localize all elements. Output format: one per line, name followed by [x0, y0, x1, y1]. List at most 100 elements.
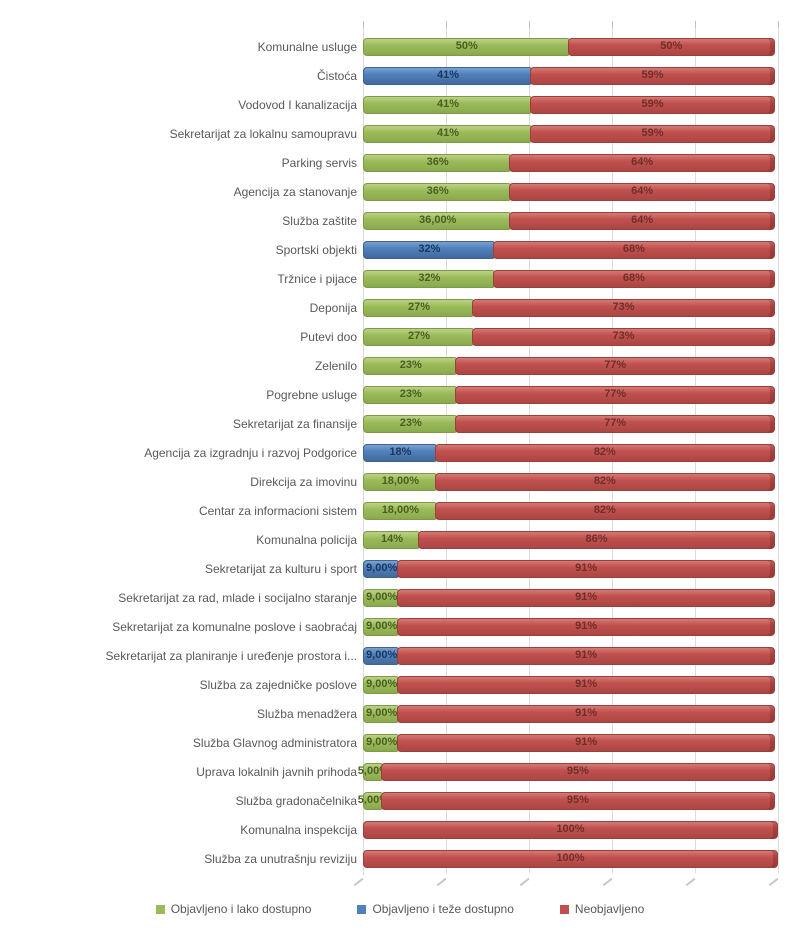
bar-value-label: 86% [585, 533, 608, 545]
bar-segment-lako: 9,00% [363, 617, 401, 636]
category-label: Služba zaštite [282, 213, 357, 228]
bar-area: 23% 77% [363, 414, 778, 433]
chart-row: Komunalne usluge 50% 50% [0, 32, 800, 61]
chart-row: Sekretarijat za kulturu i sport 9,00% 91% [0, 554, 800, 583]
bar-value-label: 82% [593, 446, 616, 458]
category-label: Uprava lokalnih javnih prihoda [196, 764, 357, 779]
category-label: Služba gradonačelnika [235, 793, 357, 808]
bar-area: 9,00% 91% [363, 675, 778, 694]
bar-area: 9,00% 91% [363, 646, 778, 665]
bar-value-label: 5,00% [357, 765, 389, 777]
bar-value-label: 9,00% [366, 591, 398, 603]
bar-segment-neobj: 64% [509, 211, 775, 230]
bar-segment-neobj: 59% [530, 95, 775, 114]
bar-segment-lako: 18,00% [363, 501, 438, 520]
chart-row: Vodovod I kanalizacija 41% 59% [0, 90, 800, 119]
bar-value-label: 91% [575, 736, 598, 748]
chart-row: Deponija 27% 73% [0, 293, 800, 322]
legend-label: Objavljeno i lako dostupno [170, 902, 312, 916]
bar-value-label: 95% [566, 794, 589, 806]
category-label: Služba za zajedničke poslove [199, 677, 357, 692]
category-label: Služba menadžera [256, 706, 357, 721]
bar-value-label: 9,00% [366, 620, 398, 632]
bar-segment-teze: 9,00% [363, 559, 401, 578]
bar-segment-neobj: 95% [380, 791, 775, 810]
chart-row: Agencija za izgradnju i razvoj Podgorice… [0, 438, 800, 467]
chart-row: Uprava lokalnih javnih prihoda 5,00% 95% [0, 757, 800, 786]
bar-area: 9,00% 91% [363, 617, 778, 636]
bar-segment-neobj: 59% [530, 124, 775, 143]
bar-value-label: 18,00% [381, 504, 419, 516]
category-label: Putevi doo [300, 329, 357, 344]
bar-value-label: 91% [575, 707, 598, 719]
bar-value-label: 77% [604, 417, 627, 429]
category-label: Sekretarijat za finansije [232, 416, 357, 431]
bar-value-label: 64% [631, 214, 654, 226]
bar-segment-teze: 32% [363, 240, 496, 259]
bar-area: 9,00% 91% [363, 588, 778, 607]
bar-segment-neobj: 91% [397, 733, 775, 752]
category-label: Služba Glavnog administratora [192, 735, 357, 750]
bar-value-label: 9,00% [366, 678, 398, 690]
bar-value-label: 32% [418, 243, 441, 255]
category-label: Agencija za izgradnju i razvoj Podgorice [144, 445, 357, 460]
bar-segment-lako: 36% [363, 153, 513, 172]
bar-segment-neobj: 68% [492, 240, 775, 259]
bar-segment-lako: 27% [363, 327, 476, 346]
category-label: Sportski objekti [275, 242, 357, 257]
chart-row: Služba za unutrašnju reviziju 100% [0, 844, 800, 873]
bar-area: 18,00% 82% [363, 472, 778, 491]
bar-value-label: 41% [437, 69, 460, 81]
bar-segment-neobj: 91% [397, 588, 775, 607]
bar-segment-neobj: 77% [455, 356, 775, 375]
bar-value-label: 9,00% [366, 562, 398, 574]
bar-segment-lako: 14% [363, 530, 422, 549]
bar-segment-lako: 41% [363, 124, 534, 143]
bar-value-label: 27% [408, 301, 431, 313]
bar-value-label: 59% [641, 127, 664, 139]
axis-tick-top [694, 21, 696, 28]
bar-area: 9,00% 91% [363, 733, 778, 752]
bar-value-label: 9,00% [366, 736, 398, 748]
chart-row: Služba Glavnog administratora 9,00% 91% [0, 728, 800, 757]
bar-value-label: 91% [575, 562, 598, 574]
bar-value-label: 23% [399, 359, 422, 371]
bar-value-label: 14% [381, 533, 404, 545]
bar-area: 18,00% 82% [363, 501, 778, 520]
bar-area: 100% [363, 849, 778, 868]
category-label: Čistoća [316, 68, 357, 83]
bar-area: 36% 64% [363, 182, 778, 201]
bar-value-label: 100% [556, 852, 585, 864]
bar-segment-lako: 50% [363, 37, 571, 56]
category-label: Direkcija za imovinu [250, 474, 357, 489]
axis-tick-bottom [685, 877, 696, 886]
bar-segment-neobj: 77% [455, 414, 775, 433]
category-label: Vodovod I kanalizacija [238, 97, 357, 112]
bar-value-label: 50% [455, 40, 478, 52]
category-label: Sekretarijat za kulturu i sport [204, 561, 357, 576]
chart-row: Sekretarijat za lokalnu samoupravu 41% 59… [0, 119, 800, 148]
bar-area: 14% 86% [363, 530, 778, 549]
bar-segment-neobj: 91% [397, 675, 775, 694]
bar-value-label: 23% [399, 388, 422, 400]
bar-value-label: 82% [593, 475, 616, 487]
axis-tick-top [445, 21, 447, 28]
bar-segment-neobj: 73% [472, 298, 775, 317]
chart-row: Zelenilo 23% 77% [0, 351, 800, 380]
legend-label: Neobjavljeno [574, 902, 645, 916]
axis-tick-top [777, 21, 779, 28]
chart-row: Komunalna policija 14% 86% [0, 525, 800, 554]
chart-row: Sekretarijat za komunalne poslove i saob… [0, 612, 800, 641]
bar-area: 100% [363, 820, 778, 839]
bar-area: 18% 82% [363, 443, 778, 462]
category-label: Pogrebne usluge [266, 387, 357, 402]
category-label: Služba za unutrašnju reviziju [204, 851, 357, 866]
bar-value-label: 36,00% [419, 214, 457, 226]
bar-value-label: 18% [389, 446, 412, 458]
bar-value-label: 9,00% [366, 649, 398, 661]
bar-segment-lako: 9,00% [363, 588, 401, 607]
bar-area: 41% 59% [363, 66, 778, 85]
bar-segment-neobj: 91% [397, 559, 775, 578]
chart-row: Tržnice i pijace 32% 68% [0, 264, 800, 293]
bar-value-label: 91% [575, 649, 598, 661]
